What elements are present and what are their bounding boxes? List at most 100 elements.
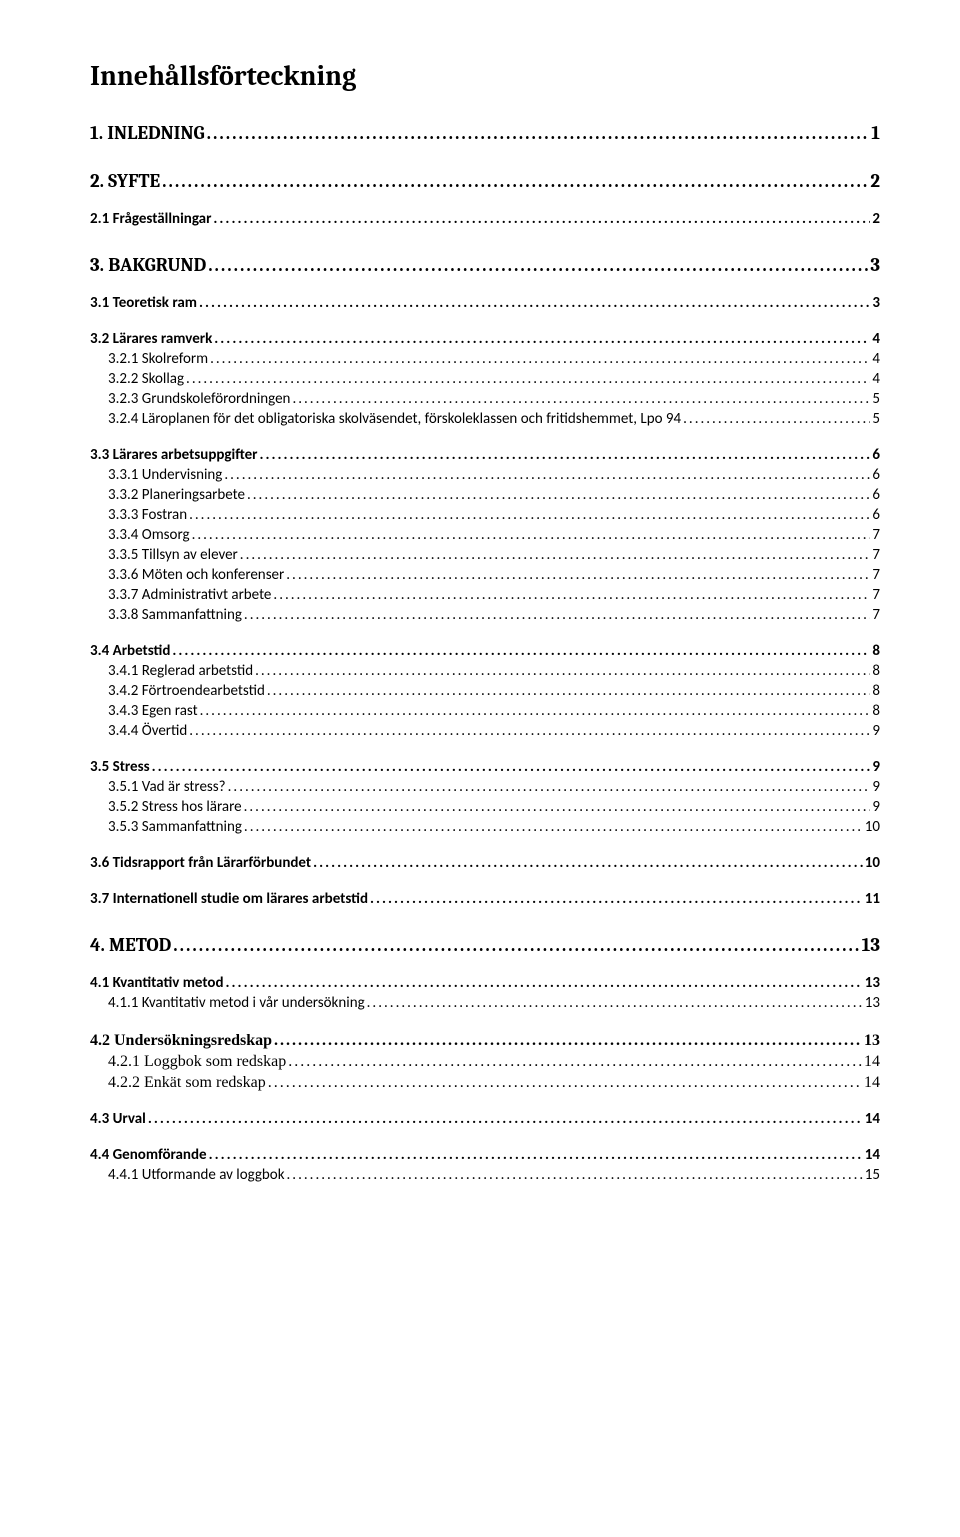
toc-entry-page: 13 (864, 1032, 880, 1050)
toc-entry-page: 4 (872, 350, 880, 368)
toc-leader (268, 1074, 862, 1092)
toc-entry: 3.7 Internationell studie om lärares arb… (90, 890, 880, 908)
toc-leader (286, 566, 870, 584)
toc-entry-page: 1 (871, 122, 880, 144)
toc-leader (173, 934, 859, 956)
toc-entry: 3.4.3 Egen rast8 (108, 702, 880, 720)
toc-entry-label: 4.1 Kvantitativ metod (90, 974, 224, 992)
toc-leader (192, 526, 871, 544)
toc-entry-page: 7 (872, 526, 880, 544)
toc-entry: 4.2.1 Loggbok som redskap 14 (108, 1053, 880, 1071)
toc-leader (172, 642, 870, 660)
toc-entry-label: 3.3.2 Planeringsarbete (108, 486, 245, 504)
toc-entry: 3.4.2 Förtroendearbetstid8 (108, 682, 880, 700)
toc-entry-page: 7 (872, 606, 880, 624)
toc-entry: 3.5.2 Stress hos lärare9 (108, 798, 880, 816)
toc-entry-page: 4 (872, 370, 880, 388)
toc-leader (214, 330, 870, 348)
toc-entry-page: 6 (872, 506, 880, 524)
toc-entry-label: 3.3.1 Undervisning (108, 466, 222, 484)
toc-leader (207, 122, 870, 144)
toc-entry-label: 3.3.7 Administrativt arbete (108, 586, 271, 604)
toc-entry-page: 14 (865, 1110, 880, 1128)
toc-leader (367, 994, 863, 1012)
toc-entry: 2.1 Frågeställningar 2 (90, 210, 880, 228)
toc-entry-page: 14 (864, 1053, 880, 1071)
toc-entry: 3.2.2 Skollag 4 (108, 370, 880, 388)
toc-entry-label: 2.1 Frågeställningar (90, 210, 211, 228)
toc-entry-label: 3.3 Lärares arbetsuppgifter (90, 446, 257, 464)
toc-leader (244, 818, 863, 836)
toc-entry-label: 3.3.3 Fostran (108, 506, 187, 524)
toc-entry-label: 3.3.6 Möten och konferenser (108, 566, 284, 584)
toc-entry-page: 5 (872, 390, 880, 408)
toc-leader (259, 446, 870, 464)
toc-entry-label: 3.4.4 Övertid (108, 722, 187, 740)
toc-entry: 3.5.3 Sammanfattning10 (108, 818, 880, 836)
toc-leader (240, 546, 871, 564)
toc-entry-page: 10 (865, 854, 880, 872)
toc-entry: 3.1 Teoretisk ram3 (90, 294, 880, 312)
toc-leader (226, 974, 863, 992)
toc-list: 1. INLEDNING12. SYFTE22.1 Frågeställning… (90, 122, 880, 1184)
toc-entry: 3.2 Lärares ramverk 4 (90, 330, 880, 348)
toc-entry-page: 7 (872, 546, 880, 564)
toc-leader (210, 350, 870, 368)
toc-leader (208, 254, 868, 276)
toc-entry-label: 3.2 Lärares ramverk (90, 330, 212, 348)
toc-entry: 4.1 Kvantitativ metod 13 (90, 974, 880, 992)
toc-leader (189, 722, 870, 740)
toc-leader (683, 410, 870, 428)
toc-entry-label: 3.7 Internationell studie om lärares arb… (90, 890, 368, 908)
toc-entry-label: 3.4.1 Reglerad arbetstid (108, 662, 253, 680)
toc-entry-label: 3.2.4 Läroplanen för det obligatoriska s… (108, 410, 681, 428)
toc-entry-page: 3 (872, 294, 880, 312)
toc-entry-label: 4.3 Urval (90, 1110, 146, 1128)
toc-entry: 3.3.2 Planeringsarbete 6 (108, 486, 880, 504)
toc-entry: 3.4.4 Övertid 9 (108, 722, 880, 740)
toc-entry-page: 7 (872, 586, 880, 604)
toc-leader (186, 370, 870, 388)
toc-leader (244, 606, 870, 624)
toc-entry-page: 11 (865, 890, 880, 908)
toc-entry-page: 14 (865, 1146, 880, 1164)
toc-entry-label: 3.2.1 Skolreform (108, 350, 208, 368)
toc-entry: 4.2.2 Enkät som redskap 14 (108, 1074, 880, 1092)
toc-entry-page: 7 (872, 566, 880, 584)
toc-entry-page: 9 (872, 722, 880, 740)
toc-entry: 3.2.4 Läroplanen för det obligatoriska s… (108, 410, 880, 428)
toc-entry-page: 13 (862, 934, 880, 956)
toc-entry-page: 4 (872, 330, 880, 348)
toc-entry-page: 13 (865, 974, 880, 992)
toc-leader (287, 1166, 863, 1184)
toc-entry-label: 3.6 Tidsrapport från Lärarförbundet (90, 854, 311, 872)
toc-leader (247, 486, 870, 504)
toc-leader (274, 1032, 862, 1050)
toc-leader (213, 210, 870, 228)
toc-leader (148, 1110, 863, 1128)
toc-entry-label: 4.2.2 Enkät som redskap (108, 1074, 266, 1092)
toc-entry: 3.2.1 Skolreform 4 (108, 350, 880, 368)
toc-entry-page: 8 (872, 662, 880, 680)
toc-entry-page: 8 (872, 682, 880, 700)
toc-entry-page: 6 (872, 486, 880, 504)
toc-entry: 4.4 Genomförande 14 (90, 1146, 880, 1164)
toc-entry-label: 4. METOD (90, 934, 171, 956)
toc-leader (292, 390, 870, 408)
toc-entry-label: 3.2.2 Skollag (108, 370, 184, 388)
toc-entry: 2. SYFTE2 (90, 170, 880, 192)
toc-entry: 3.3.5 Tillsyn av elever 7 (108, 546, 880, 564)
toc-entry-label: 2. SYFTE (90, 170, 160, 192)
toc-entry: 3. BAKGRUND3 (90, 254, 880, 276)
toc-entry-label: 4.4 Genomförande (90, 1146, 207, 1164)
toc-entry-label: 3.3.5 Tillsyn av elever (108, 546, 238, 564)
toc-entry-page: 13 (865, 994, 880, 1012)
toc-leader (189, 506, 870, 524)
toc-entry: 4.2 Undersökningsredskap13 (90, 1032, 880, 1050)
toc-leader (267, 682, 871, 700)
toc-entry-page: 2 (872, 210, 880, 228)
toc-entry-page: 14 (864, 1074, 880, 1092)
toc-entry-label: 4.2.1 Loggbok som redskap (108, 1053, 286, 1071)
toc-entry-page: 9 (872, 758, 880, 776)
toc-entry-label: 4.1.1 Kvantitativ metod i vår undersökni… (108, 994, 365, 1012)
